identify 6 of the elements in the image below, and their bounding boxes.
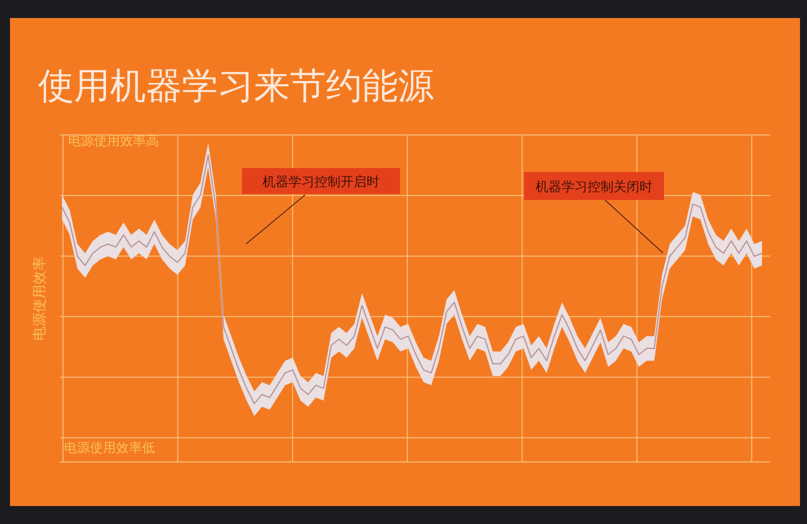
annotation: 机器学习控制开启时 — [262, 174, 380, 190]
chart-title: 使用机器学习来节约能源 — [38, 66, 434, 107]
annotation: 机器学习控制关闭时 — [536, 180, 652, 195]
text: 电源使用效率高 — [68, 133, 159, 149]
annotation: 电源使用效率低 — [64, 440, 155, 456]
y-axis-title: 电源使用效率 — [32, 256, 48, 340]
